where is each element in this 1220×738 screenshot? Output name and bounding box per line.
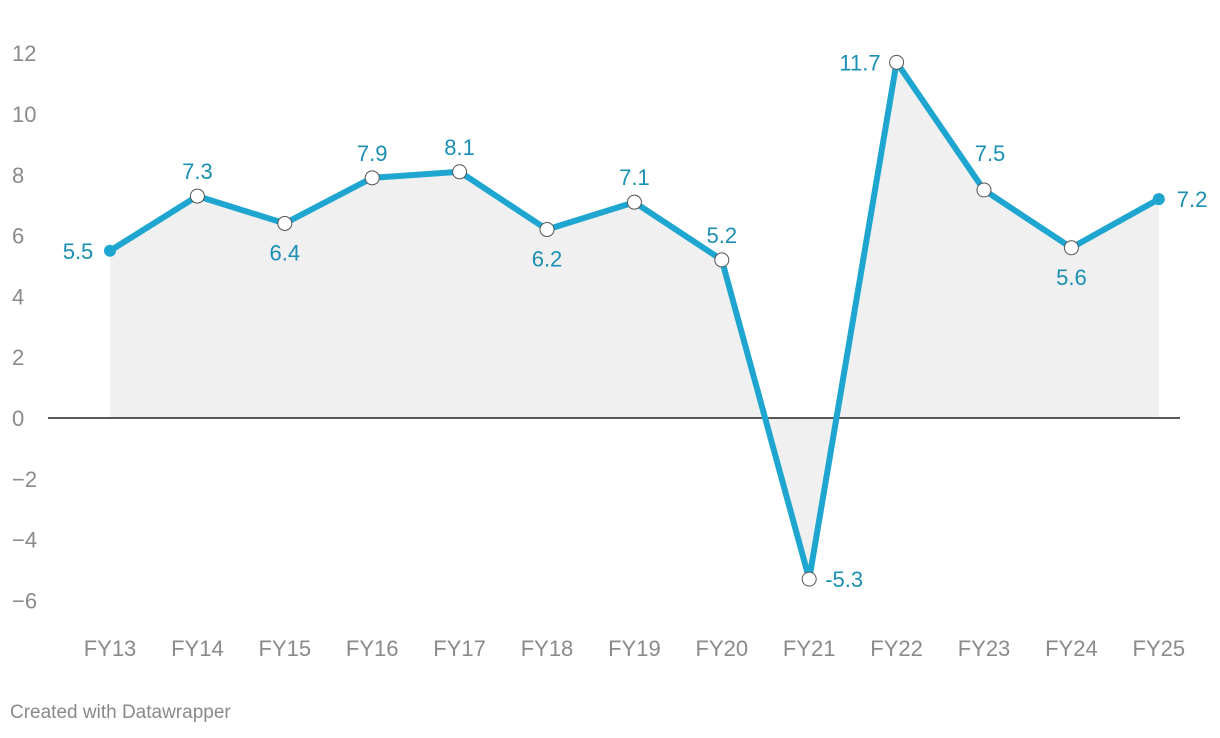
data-label: 7.1 xyxy=(619,165,650,190)
y-tick-label: 2 xyxy=(12,345,24,370)
y-tick-label: 8 xyxy=(12,163,24,188)
x-tick-label: FY24 xyxy=(1045,636,1098,661)
x-tick-label: FY19 xyxy=(608,636,661,661)
data-label: 11.7 xyxy=(839,50,880,75)
data-label: 5.5 xyxy=(63,239,94,264)
x-tick-label: FY14 xyxy=(171,636,224,661)
line-chart: 12 10 8 6 4 2 0 −2 −4 −6 5.5 7.3 6.4 7.9 8.1 6.2 7.1 5.2… xyxy=(12,41,1208,661)
data-point-fy13 xyxy=(104,244,116,257)
data-label: 7.5 xyxy=(975,141,1006,166)
data-label: 6.4 xyxy=(270,240,301,265)
data-point-fy22 xyxy=(889,54,905,70)
y-tick-label: 4 xyxy=(12,284,24,309)
y-tick-label: 6 xyxy=(12,224,24,249)
area-fill xyxy=(110,62,1159,580)
x-tick-label: FY20 xyxy=(696,636,749,661)
y-axis: 12 10 8 6 4 2 0 −2 −4 −6 xyxy=(12,41,37,613)
x-tick-label: FY21 xyxy=(783,636,836,661)
data-label: 6.2 xyxy=(532,247,563,272)
data-point-fy16 xyxy=(364,170,380,186)
data-label: 8.1 xyxy=(444,135,475,160)
y-tick-label: 10 xyxy=(12,102,36,127)
x-tick-label: FY17 xyxy=(433,636,486,661)
y-tick-label: −6 xyxy=(12,588,37,613)
credit-text: Created with Datawrapper xyxy=(10,702,231,723)
data-points xyxy=(104,54,1165,587)
x-tick-label: FY18 xyxy=(521,636,574,661)
y-tick-label: 0 xyxy=(12,406,24,431)
x-axis: FY13 FY14 FY15 FY16 FY17 FY18 FY19 FY20 FY21 FY22… xyxy=(84,636,1185,661)
y-tick-label: 12 xyxy=(12,41,36,66)
data-label: 5.2 xyxy=(707,223,738,248)
data-label: 7.9 xyxy=(357,141,388,166)
x-tick-label: FY23 xyxy=(958,636,1011,661)
x-tick-label: FY15 xyxy=(259,636,312,661)
data-label: -5.3 xyxy=(825,567,863,592)
data-point-fy20 xyxy=(714,252,730,268)
x-tick-label: FY16 xyxy=(346,636,399,661)
data-point-fy15 xyxy=(277,215,293,231)
data-label: 5.6 xyxy=(1056,265,1087,290)
data-point-fy21 xyxy=(801,571,817,587)
data-point-fy24 xyxy=(1063,240,1079,256)
data-point-fy18 xyxy=(539,222,555,238)
x-tick-label: FY25 xyxy=(1133,636,1186,661)
data-point-fy23 xyxy=(976,182,992,198)
x-tick-label: FY22 xyxy=(870,636,923,661)
data-point-fy17 xyxy=(452,164,468,180)
data-label: 7.2 xyxy=(1177,187,1208,212)
data-labels: 5.5 7.3 6.4 7.9 8.1 6.2 7.1 5.2 -5.3 11.7 7.5 5.6 7.… xyxy=(63,50,1208,592)
data-point-fy25 xyxy=(1152,193,1165,206)
data-point-fy14 xyxy=(189,188,205,204)
x-tick-label: FY13 xyxy=(84,636,137,661)
data-point-fy19 xyxy=(626,194,642,210)
y-tick-label: −4 xyxy=(12,528,37,553)
y-tick-label: −2 xyxy=(12,467,37,492)
data-label: 7.3 xyxy=(182,159,213,184)
